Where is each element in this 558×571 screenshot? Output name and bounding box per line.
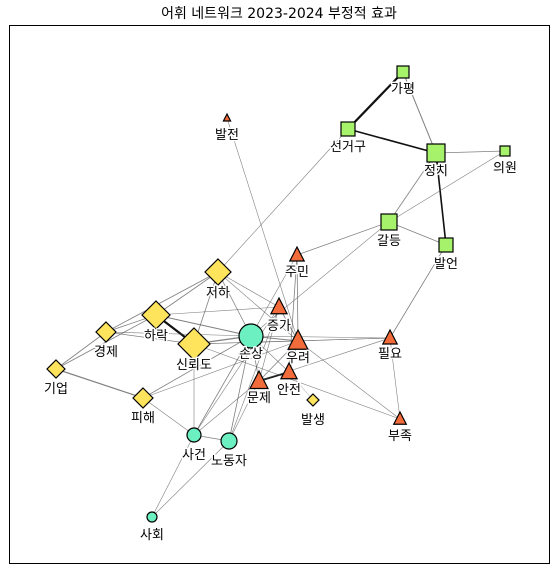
edge — [389, 337, 401, 420]
node-label: 사회 — [140, 528, 164, 543]
edge — [142, 340, 299, 399]
node-label: 발언 — [434, 257, 458, 272]
node-circle — [220, 432, 238, 450]
node-label: 발전 — [215, 128, 239, 143]
node-label: 정치 — [424, 164, 448, 179]
node-label: 노동자 — [211, 454, 247, 469]
node-diamond — [306, 393, 320, 407]
edge — [217, 271, 299, 342]
edge — [151, 434, 195, 518]
edge — [402, 71, 437, 154]
node-triangle — [279, 361, 299, 380]
node-triangle — [381, 328, 399, 345]
node-label: 사건 — [182, 448, 206, 463]
node-circle — [186, 427, 202, 443]
edge — [142, 397, 195, 436]
node-label: 우려 — [286, 351, 310, 366]
node-label: 부족 — [388, 429, 412, 444]
node-square — [380, 213, 398, 231]
node-label: 발생 — [301, 413, 325, 428]
edge — [105, 271, 219, 333]
nodes-layer — [46, 65, 511, 523]
node-label: 하락 — [144, 329, 168, 344]
edge — [296, 221, 390, 256]
node-triangle — [222, 112, 232, 122]
edge — [155, 306, 280, 316]
edge — [228, 306, 280, 442]
node-label: 안전 — [277, 383, 301, 398]
node-label: 갈등 — [377, 234, 401, 249]
edge — [226, 117, 299, 342]
node-triangle — [249, 369, 269, 390]
node-square — [426, 143, 446, 163]
edge — [347, 128, 437, 154]
node-label: 주민 — [285, 265, 309, 280]
plot-frame — [9, 25, 550, 564]
edge — [250, 335, 391, 339]
edge — [250, 254, 298, 337]
node-label: 의원 — [493, 161, 517, 176]
node-label: 필요 — [378, 347, 402, 362]
edge — [250, 221, 390, 337]
edge — [217, 128, 349, 273]
node-triangle — [288, 245, 306, 262]
node-diamond — [141, 300, 171, 330]
node-label: 피해 — [131, 411, 155, 426]
node-label: 경제 — [94, 345, 118, 360]
edge — [297, 340, 401, 420]
edge — [155, 314, 252, 337]
edge — [228, 380, 260, 442]
edge — [258, 337, 391, 382]
node-diamond — [132, 387, 154, 409]
node-triangle — [392, 410, 408, 425]
edge — [155, 271, 219, 316]
edge — [388, 152, 437, 223]
edge — [193, 380, 260, 436]
edge — [389, 244, 447, 339]
edge — [435, 150, 506, 154]
edges-layer — [55, 71, 506, 518]
node-label: 저하 — [206, 286, 230, 301]
edge — [388, 221, 447, 246]
edge — [193, 335, 252, 436]
node-diamond — [204, 258, 232, 286]
edge — [217, 271, 280, 308]
node-square — [499, 145, 511, 157]
node-circle — [238, 323, 264, 349]
node-triangle — [287, 328, 309, 350]
node-label: 문제 — [247, 391, 271, 406]
edge — [347, 71, 404, 130]
edge — [388, 150, 506, 223]
node-triangle — [269, 296, 289, 315]
edge — [435, 152, 447, 246]
node-square — [438, 237, 454, 253]
node-diamond — [95, 321, 117, 343]
edge — [288, 254, 298, 373]
edge — [55, 331, 107, 370]
node-square — [396, 65, 410, 79]
edge — [105, 331, 252, 337]
node-label: 가평 — [391, 82, 415, 97]
edge — [193, 306, 280, 436]
edge — [151, 440, 230, 518]
node-label: 신뢰도 — [176, 358, 212, 373]
node-label: 선거구 — [330, 140, 366, 155]
edge — [55, 368, 144, 399]
node-label: 손상 — [239, 347, 263, 362]
edge — [142, 335, 252, 399]
edge — [296, 254, 299, 342]
node-circle — [146, 511, 158, 523]
chart-title: 어휘 네트워크 2023-2024 부정적 효과 — [161, 6, 397, 22]
node-diamond — [46, 359, 66, 379]
node-square — [340, 121, 356, 137]
edge — [228, 335, 252, 442]
node-label: 증가 — [267, 319, 291, 334]
node-diamond — [177, 327, 211, 361]
node-label: 기업 — [44, 382, 68, 397]
